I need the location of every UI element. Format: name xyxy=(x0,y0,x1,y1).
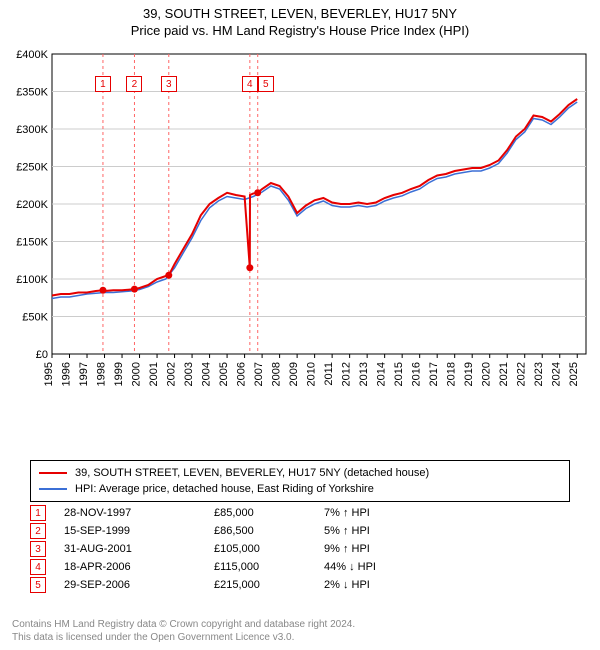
event-price: £86,500 xyxy=(214,525,324,537)
event-date: 31-AUG-2001 xyxy=(64,543,214,555)
svg-text:2013: 2013 xyxy=(358,362,370,386)
event-row: 1 28-NOV-1997£85,0007% ↑ HPI xyxy=(30,504,570,522)
svg-text:1996: 1996 xyxy=(61,362,73,386)
event-delta: 5% ↑ HPI xyxy=(324,525,370,537)
svg-text:£100K: £100K xyxy=(16,274,48,286)
legend: 39, SOUTH STREET, LEVEN, BEVERLEY, HU17 … xyxy=(30,460,570,502)
event-row: 4 18-APR-2006£115,00044% ↓ HPI xyxy=(30,558,570,576)
svg-text:£300K: £300K xyxy=(16,124,48,136)
svg-text:2023: 2023 xyxy=(533,362,545,386)
event-badge: 1 xyxy=(30,505,46,521)
chart-marker-badge: 2 xyxy=(126,76,142,92)
svg-text:2020: 2020 xyxy=(481,362,493,386)
svg-text:2011: 2011 xyxy=(323,362,335,386)
chart-marker-badge: 1 xyxy=(95,76,111,92)
svg-text:£0: £0 xyxy=(36,349,48,361)
chart-marker-badge: 3 xyxy=(161,76,177,92)
legend-swatch xyxy=(39,472,67,474)
legend-item-hpi: HPI: Average price, detached house, East… xyxy=(39,481,561,497)
footer: Contains HM Land Registry data © Crown c… xyxy=(12,619,588,644)
svg-text:2014: 2014 xyxy=(376,362,388,386)
svg-text:2024: 2024 xyxy=(551,362,563,386)
svg-text:2007: 2007 xyxy=(253,362,265,386)
svg-text:2004: 2004 xyxy=(201,362,213,386)
svg-text:2006: 2006 xyxy=(236,362,248,386)
event-delta: 7% ↑ HPI xyxy=(324,507,370,519)
svg-text:2018: 2018 xyxy=(446,362,458,386)
legend-item-property: 39, SOUTH STREET, LEVEN, BEVERLEY, HU17 … xyxy=(39,465,561,481)
svg-text:2021: 2021 xyxy=(498,362,510,386)
event-price: £105,000 xyxy=(214,543,324,555)
event-badge: 5 xyxy=(30,577,46,593)
event-date: 29-SEP-2006 xyxy=(64,579,214,591)
event-row: 3 31-AUG-2001£105,0009% ↑ HPI xyxy=(30,540,570,558)
svg-text:2003: 2003 xyxy=(183,362,195,386)
svg-text:2022: 2022 xyxy=(516,362,528,386)
legend-swatch xyxy=(39,488,67,490)
event-date: 28-NOV-1997 xyxy=(64,507,214,519)
event-price: £85,000 xyxy=(214,507,324,519)
svg-text:1997: 1997 xyxy=(78,362,90,386)
svg-text:£200K: £200K xyxy=(16,199,48,211)
event-delta: 44% ↓ HPI xyxy=(324,561,376,573)
svg-text:2009: 2009 xyxy=(288,362,300,386)
footer-line1: Contains HM Land Registry data © Crown c… xyxy=(12,619,588,632)
chart-marker-badge: 4 xyxy=(242,76,258,92)
svg-text:1999: 1999 xyxy=(113,362,125,386)
title-block: 39, SOUTH STREET, LEVEN, BEVERLEY, HU17 … xyxy=(0,0,600,38)
event-badge: 2 xyxy=(30,523,46,539)
svg-text:2017: 2017 xyxy=(428,362,440,386)
event-badge: 4 xyxy=(30,559,46,575)
event-row: 5 29-SEP-2006£215,0002% ↓ HPI xyxy=(30,576,570,594)
event-date: 18-APR-2006 xyxy=(64,561,214,573)
svg-text:2005: 2005 xyxy=(218,362,230,386)
event-badge: 3 xyxy=(30,541,46,557)
svg-text:2012: 2012 xyxy=(341,362,353,386)
event-price: £115,000 xyxy=(214,561,324,573)
chart-area: £0 £50K £100K £150K £200K £250K £300K £350K £400… xyxy=(8,48,592,410)
svg-text:1998: 1998 xyxy=(96,362,108,386)
svg-text:2015: 2015 xyxy=(393,362,405,386)
svg-text:2025: 2025 xyxy=(568,362,580,386)
svg-text:£150K: £150K xyxy=(16,237,48,249)
event-delta: 2% ↓ HPI xyxy=(324,579,370,591)
chart-marker-badge: 5 xyxy=(258,76,274,92)
svg-text:£250K: £250K xyxy=(16,162,48,174)
events-table: 128-NOV-1997£85,0007% ↑ HPI215-SEP-1999£… xyxy=(30,504,570,594)
event-row: 2 15-SEP-1999£86,5005% ↑ HPI xyxy=(30,522,570,540)
footer-line2: This data is licensed under the Open Gov… xyxy=(12,632,588,645)
legend-label: HPI: Average price, detached house, East… xyxy=(75,483,374,495)
svg-text:£400K: £400K xyxy=(16,49,48,61)
svg-text:2000: 2000 xyxy=(131,362,143,386)
svg-text:2019: 2019 xyxy=(463,362,475,386)
chart-title-line2: Price paid vs. HM Land Registry's House … xyxy=(0,23,600,38)
svg-text:2002: 2002 xyxy=(166,362,178,386)
svg-text:2008: 2008 xyxy=(271,362,283,386)
chart-frame: 39, SOUTH STREET, LEVEN, BEVERLEY, HU17 … xyxy=(0,0,600,650)
event-delta: 9% ↑ HPI xyxy=(324,543,370,555)
svg-text:2001: 2001 xyxy=(148,362,160,386)
chart-title-line1: 39, SOUTH STREET, LEVEN, BEVERLEY, HU17 … xyxy=(0,6,600,21)
legend-label: 39, SOUTH STREET, LEVEN, BEVERLEY, HU17 … xyxy=(75,467,429,479)
svg-text:£350K: £350K xyxy=(16,87,48,99)
svg-text:2016: 2016 xyxy=(411,362,423,386)
event-date: 15-SEP-1999 xyxy=(64,525,214,537)
svg-text:£50K: £50K xyxy=(22,312,48,324)
chart-svg: £0 £50K £100K £150K £200K £250K £300K £350K £400… xyxy=(8,48,592,410)
event-price: £215,000 xyxy=(214,579,324,591)
svg-text:1995: 1995 xyxy=(43,362,55,386)
svg-text:2010: 2010 xyxy=(306,362,318,386)
